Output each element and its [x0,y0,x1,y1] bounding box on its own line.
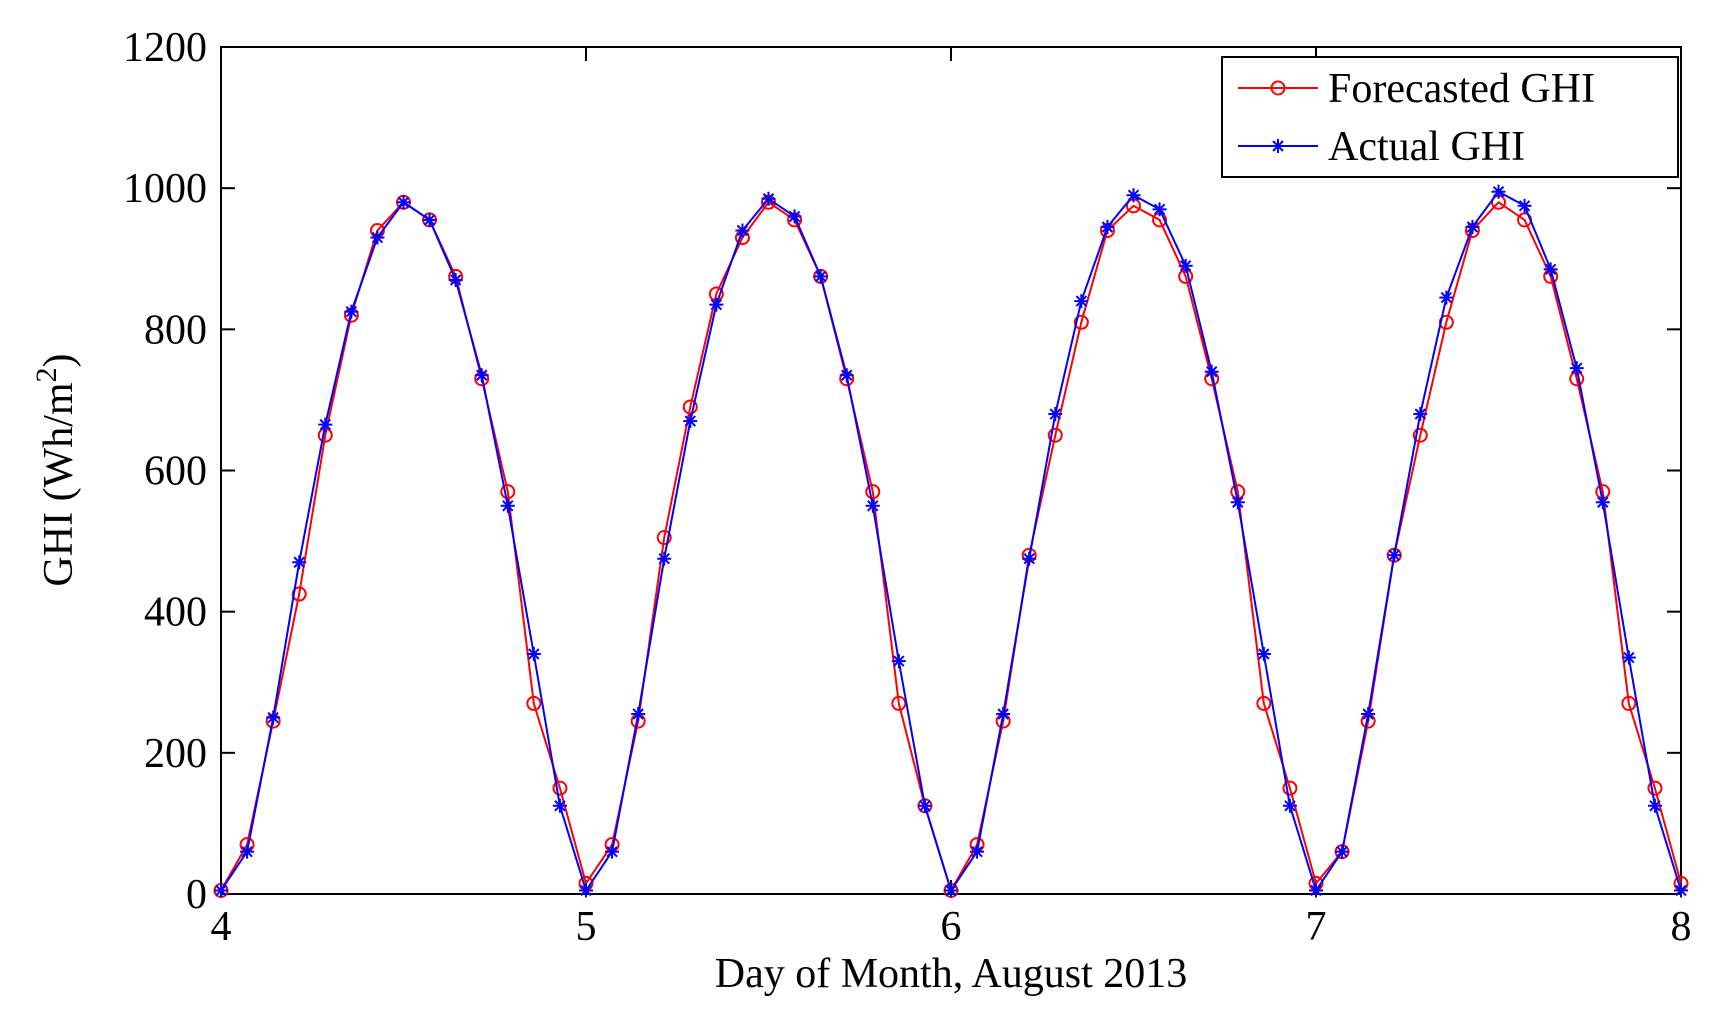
data-point [500,484,516,500]
data-point [970,844,985,859]
y-tick-label: 600 [144,449,207,495]
data-point [526,647,541,662]
data-point [1047,427,1063,443]
y-tick-label: 800 [144,307,207,353]
legend-marker-forecasted [1270,80,1286,96]
data-point [579,883,593,898]
data-point [1647,798,1662,813]
data-point [787,209,802,224]
data-point [891,695,907,711]
data-point [917,798,932,813]
data-point [1204,364,1219,379]
plot-area [220,46,1682,895]
data-point [605,844,620,859]
data-point [1256,647,1271,662]
data-point [422,212,437,227]
data-point [865,484,881,500]
x-tick-label: 7 [1306,904,1327,950]
data-point [1178,258,1193,273]
data-point [1282,780,1298,796]
data-point [1230,495,1245,510]
data-point [735,223,750,238]
data-point [1621,650,1636,665]
data-point [1647,780,1663,796]
data-point [291,586,307,602]
data-point [1569,361,1584,376]
legend-label-actual: Actual GHI [1328,124,1525,170]
x-tick-label: 4 [211,904,232,950]
data-point [1361,707,1376,722]
y-tick-label: 400 [144,590,207,636]
data-point [656,530,672,546]
data-point [865,498,880,513]
data-point [318,417,333,432]
data-point [526,695,542,711]
y-tick-label: 200 [144,731,207,777]
data-point [1048,407,1063,422]
x-axis-label: Day of Month, August 2013 [715,951,1188,997]
x-tick-label: 6 [941,904,962,950]
data-point [1439,290,1454,305]
x-tick-label: 8 [1671,904,1692,950]
data-point [996,707,1011,722]
data-point [292,555,307,570]
data-point [552,798,567,813]
data-point [813,269,828,284]
series-actual [214,184,1688,898]
data-point [1282,798,1297,813]
data-point [709,297,724,312]
data-point [1465,219,1480,234]
series-layer [213,184,1689,898]
data-point [266,710,281,725]
data-point [552,780,568,796]
data-point [1100,219,1115,234]
data-point [1126,188,1141,203]
data-point [682,399,698,415]
data-point [1412,427,1428,443]
data-point [1621,695,1637,711]
data-point [1309,883,1323,898]
x-tick-label: 5 [576,904,597,950]
data-point [214,883,228,898]
legend: Forecasted GHI Actual GHI [1221,56,1679,178]
data-point [1595,495,1610,510]
y-tick-label: 0 [186,872,207,918]
data-point [370,230,385,245]
data-point [1674,883,1688,898]
legend-marker-actual [1271,139,1285,153]
y-axis-label-superscript: 2 [30,367,63,382]
data-point [1022,551,1037,566]
data-point [1387,548,1402,563]
y-tick-label: 1000 [123,166,207,212]
data-point [891,654,906,669]
data-point [1152,202,1167,217]
y-axis-label: GHI (Wh/m2) [30,353,82,586]
legend-box [1221,56,1679,178]
y-tick-label: 1200 [123,25,207,71]
data-point [396,195,411,210]
legend-label-forecasted: Forecasted GHI [1328,66,1595,112]
data-point [683,414,698,429]
data-point [761,191,776,206]
data-point [1073,314,1089,330]
data-point [631,707,646,722]
data-point [1074,294,1089,309]
data-point [500,498,515,513]
data-point [839,368,854,383]
data-point [1491,184,1506,199]
data-point [1413,407,1428,422]
data-point [1543,262,1558,277]
data-point [1517,198,1532,213]
data-point [1256,695,1272,711]
data-point [1335,844,1350,859]
data-point [344,304,359,319]
data-point [944,883,958,898]
data-point [240,844,255,859]
data-point [474,368,489,383]
data-point [657,551,672,566]
data-point [448,272,463,287]
